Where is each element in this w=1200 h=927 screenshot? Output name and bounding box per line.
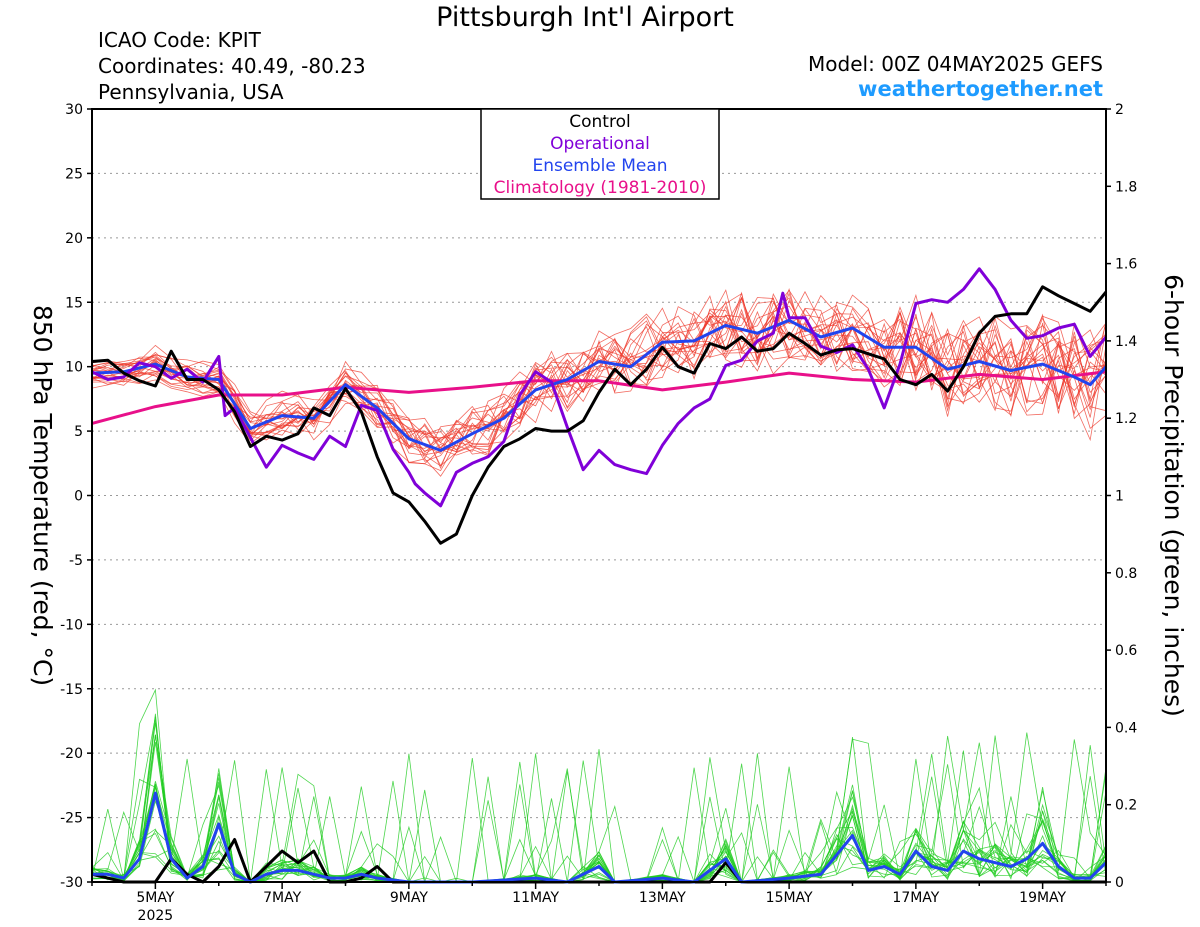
x-tick-label: 9MAY bbox=[390, 890, 428, 906]
legend-entry: Climatology (1981-2010) bbox=[494, 178, 707, 198]
temperature-member-line bbox=[91, 289, 1107, 452]
icao-code: ICAO Code: KPIT bbox=[98, 28, 261, 52]
y2-tick-label: 0.4 bbox=[1115, 720, 1137, 736]
y2-tick-label: 0.8 bbox=[1115, 566, 1137, 582]
temperature-member-line bbox=[91, 294, 1107, 451]
model-run: Model: 00Z 04MAY2025 GEFS bbox=[808, 52, 1103, 76]
grid-lines bbox=[92, 172, 1106, 819]
legend-entry: Ensemble Mean bbox=[532, 156, 667, 176]
y-tick-label: 15 bbox=[65, 295, 83, 311]
y-tick-label: 25 bbox=[65, 166, 83, 182]
y-tick-label: -25 bbox=[60, 811, 83, 827]
y-tick-label: 0 bbox=[74, 489, 83, 505]
y2-tick-label: 0 bbox=[1115, 875, 1124, 891]
precipitation-member-line bbox=[91, 734, 1107, 883]
region: Pennsylvania, USA bbox=[98, 80, 284, 104]
y-tick-label: 20 bbox=[65, 231, 83, 247]
temperature-member-line bbox=[91, 296, 1107, 452]
temp-control-line bbox=[91, 285, 1108, 545]
chart-series bbox=[91, 267, 1108, 884]
y2-tick-label: 2 bbox=[1115, 102, 1124, 118]
y2-tick-label: 1.8 bbox=[1115, 179, 1137, 195]
y2-tick-label: 0.2 bbox=[1115, 798, 1137, 814]
y-tick-label: -20 bbox=[60, 746, 83, 762]
y-tick-label: 10 bbox=[65, 360, 83, 376]
brand-link[interactable]: weathertogether.net bbox=[858, 77, 1103, 101]
y-tick-label: -5 bbox=[69, 553, 83, 569]
x-tick-label: 11MAY bbox=[512, 890, 559, 906]
temperature-member-line bbox=[91, 300, 1107, 453]
temperature-member-line bbox=[91, 287, 1107, 449]
y-tick-label: -15 bbox=[60, 682, 83, 698]
coordinates: Coordinates: 40.49, -80.23 bbox=[98, 54, 366, 78]
temperature-member-line bbox=[91, 301, 1107, 467]
precipitation-member-line bbox=[91, 773, 1107, 883]
y2-tick-label: 1.4 bbox=[1115, 334, 1137, 350]
y2-tick-label: 1.2 bbox=[1115, 411, 1137, 427]
y-tick-label: -30 bbox=[60, 875, 83, 891]
y2-tick-label: 1 bbox=[1115, 489, 1124, 505]
y2-axis-label: 6-hour Precipitation (green, inches) bbox=[1159, 274, 1188, 717]
temperature-member-line bbox=[91, 308, 1107, 467]
x-tick-label: 13MAY bbox=[639, 890, 686, 906]
legend-box bbox=[480, 108, 720, 200]
legend-entry: Operational bbox=[550, 134, 650, 154]
x-tick-label: 7MAY bbox=[263, 890, 301, 906]
y2-tick-label: 0.6 bbox=[1115, 643, 1137, 659]
x-tick-label: 5MAY bbox=[136, 890, 174, 906]
y-tick-label: 5 bbox=[74, 424, 83, 440]
x-tick-label: 15MAY bbox=[766, 890, 813, 906]
temperature-member-line bbox=[91, 291, 1107, 448]
precipitation-member-line bbox=[91, 810, 1107, 883]
y-axis-label: 850 hPa Temperature (red, °C) bbox=[28, 305, 57, 686]
chart-title: Pittsburgh Int'l Airport bbox=[436, 2, 734, 33]
axis-ticks: 302520151050-5-10-15-20-25-3021.81.61.41… bbox=[60, 102, 1137, 924]
x-tick-label: 17MAY bbox=[892, 890, 939, 906]
y2-tick-label: 1.6 bbox=[1115, 257, 1137, 273]
temperature-member-line bbox=[91, 297, 1107, 462]
x-tick-sublabel: 2025 bbox=[138, 908, 174, 924]
y-tick-label: 30 bbox=[65, 102, 83, 118]
legend-entry: Control bbox=[569, 112, 630, 132]
plot-frame bbox=[91, 108, 1107, 883]
x-tick-label: 19MAY bbox=[1019, 890, 1066, 906]
temp-operational-line bbox=[91, 267, 1108, 508]
precip-ensemble-mean-line bbox=[92, 791, 1108, 884]
y-tick-label: -10 bbox=[60, 617, 83, 633]
